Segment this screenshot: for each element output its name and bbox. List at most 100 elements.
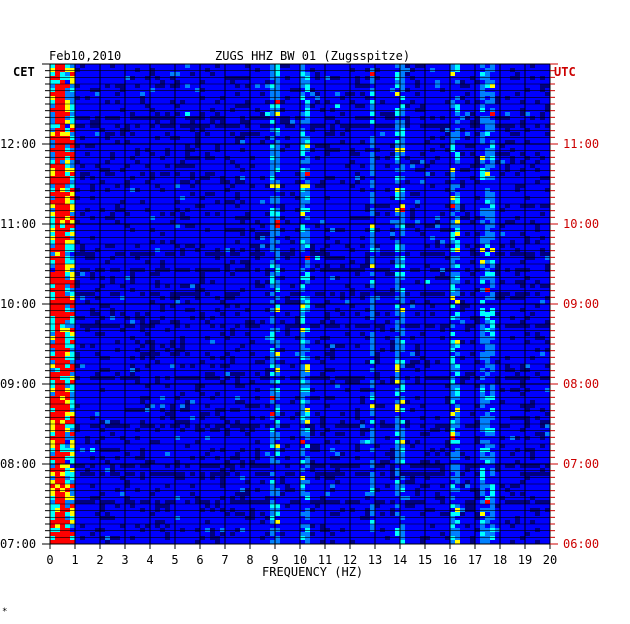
heatmap-cell	[65, 304, 70, 308]
heatmap-cell	[130, 500, 135, 504]
heatmap-cell	[450, 452, 455, 456]
heatmap-cell	[185, 180, 190, 184]
heatmap-cell	[140, 452, 145, 456]
heatmap-cell	[250, 424, 255, 428]
heatmap-cell	[475, 464, 480, 468]
heatmap-cell	[380, 348, 385, 352]
heatmap-cell	[400, 256, 405, 260]
heatmap-cell	[355, 456, 360, 460]
heatmap-cell	[395, 224, 400, 228]
heatmap-cell	[65, 320, 70, 324]
heatmap-cell	[65, 180, 70, 184]
heatmap-cell	[390, 376, 395, 380]
heatmap-cell	[155, 380, 160, 384]
heatmap-cell	[305, 88, 310, 92]
heatmap-cell	[435, 124, 440, 128]
heatmap-cell	[95, 248, 100, 252]
heatmap-cell	[80, 136, 85, 140]
heatmap-cell	[305, 528, 310, 532]
heatmap-cell	[110, 152, 115, 156]
heatmap-cell	[275, 280, 280, 284]
heatmap-cell	[460, 340, 465, 344]
heatmap-cell	[495, 252, 500, 256]
heatmap-cell	[455, 216, 460, 220]
heatmap-cell	[365, 336, 370, 340]
heatmap-cell	[490, 336, 495, 340]
heatmap-cell	[90, 120, 95, 124]
heatmap-cell	[175, 136, 180, 140]
heatmap-cell	[510, 436, 515, 440]
heatmap-cell	[420, 356, 425, 360]
heatmap-cell	[55, 424, 60, 428]
heatmap-cell	[305, 236, 310, 240]
heatmap-cell	[65, 484, 70, 488]
heatmap-cell	[490, 120, 495, 124]
heatmap-cell	[490, 452, 495, 456]
heatmap-cell	[250, 380, 255, 384]
heatmap-cell	[50, 132, 55, 136]
heatmap-cell	[395, 76, 400, 80]
heatmap-cell	[50, 116, 55, 120]
heatmap-cell	[450, 540, 455, 544]
heatmap-cell	[270, 516, 275, 520]
heatmap-cell	[220, 416, 225, 420]
heatmap-cell	[395, 312, 400, 316]
heatmap-cell	[70, 432, 75, 436]
heatmap-cell	[510, 240, 515, 244]
heatmap-cell	[315, 256, 320, 260]
heatmap-cell	[70, 476, 75, 480]
heatmap-cell	[55, 488, 60, 492]
heatmap-cell	[525, 292, 530, 296]
heatmap-cell	[245, 100, 250, 104]
heatmap-cell	[455, 192, 460, 196]
heatmap-cell	[335, 308, 340, 312]
heatmap-cell	[325, 500, 330, 504]
heatmap-cell	[370, 160, 375, 164]
heatmap-cell	[125, 164, 130, 168]
heatmap-cell	[545, 104, 550, 108]
heatmap-cell	[150, 352, 155, 356]
heatmap-cell	[450, 380, 455, 384]
heatmap-cell	[300, 452, 305, 456]
heatmap-cell	[75, 404, 80, 408]
heatmap-cell	[275, 84, 280, 88]
heatmap-cell	[325, 264, 330, 268]
heatmap-cell	[230, 296, 235, 300]
heatmap-cell	[490, 80, 495, 84]
heatmap-cell	[275, 284, 280, 288]
heatmap-cell	[385, 112, 390, 116]
heatmap-cell	[445, 188, 450, 192]
heatmap-cell	[405, 180, 410, 184]
heatmap-cell	[435, 376, 440, 380]
heatmap-cell	[345, 424, 350, 428]
heatmap-cell	[275, 508, 280, 512]
heatmap-cell	[400, 224, 405, 228]
heatmap-cell	[85, 472, 90, 476]
heatmap-cell	[370, 228, 375, 232]
heatmap-cell	[185, 124, 190, 128]
heatmap-cell	[525, 448, 530, 452]
heatmap-cell	[240, 492, 245, 496]
heatmap-cell	[225, 512, 230, 516]
heatmap-cell	[505, 364, 510, 368]
heatmap-cell	[50, 156, 55, 160]
heatmap-cell	[245, 424, 250, 428]
heatmap-cell	[275, 344, 280, 348]
heatmap-cell	[535, 224, 540, 228]
heatmap-cell	[190, 116, 195, 120]
heatmap-cell	[355, 376, 360, 380]
heatmap-cell	[65, 408, 70, 412]
left-timezone-label: CET	[13, 65, 35, 79]
heatmap-cell	[100, 536, 105, 540]
heatmap-cell	[340, 424, 345, 428]
heatmap-cell	[270, 148, 275, 152]
heatmap-cell	[400, 128, 405, 132]
heatmap-cell	[195, 268, 200, 272]
heatmap-cell	[480, 84, 485, 88]
heatmap-cell	[170, 292, 175, 296]
heatmap-cell	[370, 436, 375, 440]
heatmap-cell	[200, 80, 205, 84]
heatmap-cell	[515, 436, 520, 440]
heatmap-cell	[335, 104, 340, 108]
heatmap-cell	[305, 348, 310, 352]
